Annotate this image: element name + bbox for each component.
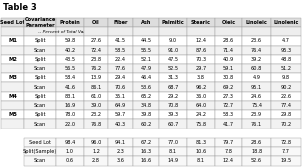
Text: Table 3: Table 3 [3,3,37,12]
